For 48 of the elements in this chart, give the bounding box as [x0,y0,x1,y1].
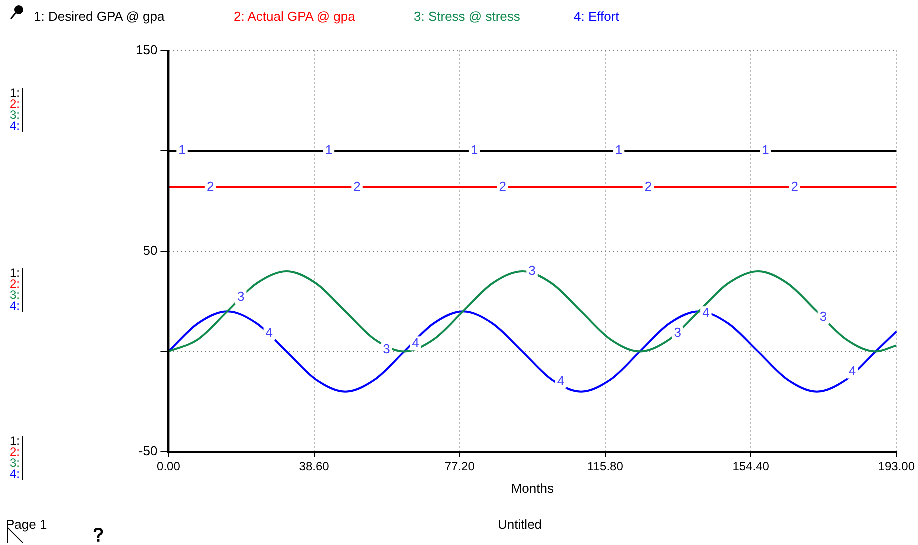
annotation: 1 [762,142,770,158]
annotation: 2 [354,178,361,194]
text: 1: [10,86,20,100]
x-tick-label: 0.00 [157,460,181,474]
annotation: 3 [383,341,390,356]
text: Page 1 [6,517,48,532]
text: 3: [10,456,20,470]
annotation: 2 [791,178,798,194]
annotation: 2 [499,178,506,194]
annotation: 1 [470,142,478,158]
annotation: 2 [644,178,652,194]
x-tick-label: 193.00 [878,460,916,474]
annotation: 4 [266,325,274,340]
annotation: 1 [615,142,623,158]
annotation: 4 [412,335,420,350]
text: 2: [10,277,20,291]
text: 3: [10,108,20,122]
x-tick-label: 154.40 [732,460,770,474]
text: 3: Stress @ stress [414,9,520,24]
text: 2: Actual GPA @ gpa [234,9,356,24]
annotation: 3 [820,309,828,324]
annotation: 4 [557,373,565,388]
x-axis-title: Months [511,480,554,496]
annotation: 3 [674,325,682,340]
text: 2: [10,445,20,459]
text: 1: [10,434,20,448]
annotation: 1 [325,142,333,158]
text: Untitled [496,517,544,532]
y-tick-label: 50 [143,242,158,258]
text: 1: [10,266,20,280]
text: 4: [10,467,20,481]
x-tick-label: 77.20 [444,460,476,474]
annotation: 3 [528,263,536,278]
text: 3: [10,288,20,302]
annotation: 4 [702,305,710,320]
annotation: 1 [178,142,186,158]
text: 4: Effort [574,9,620,24]
annotation: 4 [848,363,856,378]
x-tick-label: 38.60 [299,460,330,474]
annotation: 3 [237,289,245,304]
annotation: 2 [206,178,214,194]
legend-label: 1: Desired GPA @ gpa [34,9,165,24]
text: 2: [10,97,20,111]
y-tick-label: 150 [136,42,158,58]
text: 4: [10,299,20,313]
text: 4: [10,119,20,133]
y-tick-label: -50 [138,444,158,459]
x-tick-label: 115.80 [588,460,624,474]
